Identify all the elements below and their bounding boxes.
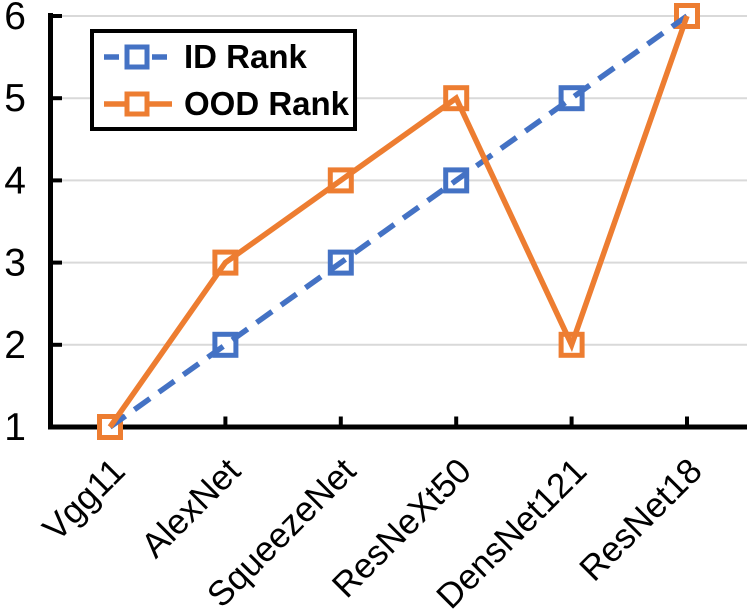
- legend-label-id-rank: ID Rank: [184, 38, 307, 75]
- ood-rank-line: [107, 15, 690, 429]
- legend: ID Rank OOD Rank: [90, 29, 357, 131]
- legend-item-ood-rank: OOD Rank: [103, 80, 353, 127]
- x-category-label: Vgg11: [35, 451, 132, 548]
- x-category-label: ResNet18: [572, 451, 710, 589]
- y-tick-label: 1: [4, 406, 26, 449]
- y-tick-label: 3: [4, 242, 26, 285]
- legend-item-id-rank: ID Rank: [103, 33, 353, 80]
- y-tick-label: 4: [4, 159, 26, 202]
- id-rank-line-sample-icon: [104, 44, 172, 69]
- legend-label-ood-rank: OOD Rank: [184, 85, 350, 122]
- x-category-label: AlexNet: [134, 451, 248, 565]
- y-tick-label: 5: [4, 77, 26, 120]
- ood-rank-line-sample-icon: [104, 91, 172, 116]
- y-tick-label: 2: [4, 324, 26, 367]
- y-tick-label: 6: [4, 0, 26, 38]
